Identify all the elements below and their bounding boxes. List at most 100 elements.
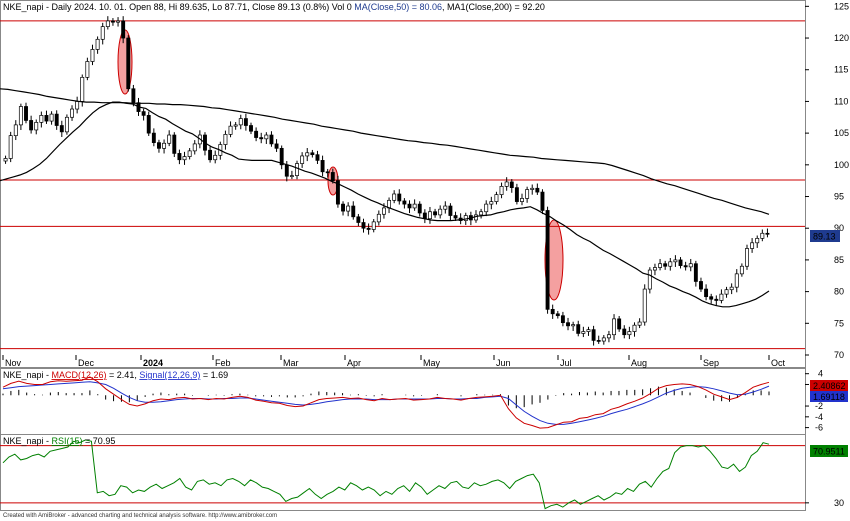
candle-body [75, 101, 80, 110]
candle-body [525, 189, 530, 199]
candle-body [448, 205, 453, 216]
candle-body [213, 154, 218, 161]
candle-body [438, 208, 443, 216]
candle-body [187, 150, 192, 157]
candle-body [612, 318, 616, 336]
candle-body [34, 121, 39, 131]
moving-averages [0, 88, 770, 308]
candle-body [586, 329, 591, 332]
svg-text:2.40862: 2.40862 [813, 381, 846, 391]
candle-body [443, 205, 448, 210]
candle-body [264, 134, 269, 140]
candle-body [110, 20, 115, 23]
candle-body [652, 267, 657, 271]
rsi-line [2, 439, 770, 510]
candle-body [305, 152, 310, 157]
candle-body [325, 171, 330, 174]
candle-body [571, 324, 576, 327]
candle-body [514, 187, 519, 202]
candle-body [192, 143, 197, 152]
price-panel-frame [0, 0, 806, 368]
candle-body [269, 134, 274, 145]
candle-body [397, 193, 402, 202]
candle-body [535, 187, 540, 193]
candle-body [683, 265, 688, 268]
candle-body [254, 130, 259, 138]
candle-body [90, 49, 95, 62]
candle-body [116, 20, 120, 23]
candle-body [233, 124, 238, 127]
candle-body [259, 137, 264, 140]
candle-body [663, 263, 668, 267]
candle-body [18, 106, 23, 126]
macd-y-tick-label: -4 [815, 412, 823, 422]
rsi-panel-frame [0, 434, 806, 511]
candle-body [356, 216, 361, 223]
candle-body [668, 261, 673, 267]
candle-body [402, 200, 407, 205]
price-y-tick-label: 95 [834, 192, 844, 202]
macd-panel: 42-2-4-6 [2, 369, 823, 433]
price-y-tick-label: 100 [834, 160, 849, 170]
candle-body [494, 194, 499, 202]
candle-body [320, 160, 325, 173]
candle-body [550, 309, 555, 315]
candle-body [146, 115, 151, 134]
candle-body [381, 207, 386, 215]
candle-body [422, 212, 427, 220]
candle-body [392, 193, 397, 201]
candle-body [729, 286, 734, 291]
price-y-tick-label: 75 [834, 318, 844, 328]
x-tick-label: 2024 [143, 358, 163, 368]
candle-body [330, 172, 335, 182]
candle-body [274, 143, 279, 149]
candle-body [504, 181, 509, 187]
candle-body [126, 37, 131, 90]
candle-body [3, 158, 8, 162]
candle-body [371, 221, 376, 230]
rsi-y-tick-label: 30 [834, 498, 844, 508]
candle-body [284, 164, 289, 177]
candle-body [734, 273, 739, 288]
candle-body [310, 152, 315, 156]
candle-body [750, 242, 755, 249]
candle-body [555, 313, 560, 317]
candle-body [601, 337, 606, 342]
candle-body [238, 118, 243, 126]
candle-body [658, 263, 663, 268]
candle-body [44, 115, 49, 122]
candle-body [581, 331, 586, 334]
candle-body [596, 340, 601, 342]
last-price-label: 89.13 [810, 230, 840, 242]
candle-body [760, 232, 765, 239]
candle-body [121, 20, 126, 39]
rsi-panel: 30 [0, 439, 844, 510]
candle-body [8, 135, 13, 159]
candle-body [24, 106, 28, 121]
x-tick-label: Dec [78, 358, 95, 368]
candle-body [208, 149, 213, 161]
candle-body [177, 153, 182, 161]
candle-body [366, 227, 371, 230]
x-tick-label: Nov [5, 358, 22, 368]
candle-body [243, 118, 248, 126]
candle-body [361, 222, 366, 229]
candle-body [627, 331, 632, 336]
candle-body [59, 125, 64, 133]
svg-text:70.9511: 70.9511 [813, 447, 845, 457]
candle-body [295, 163, 299, 176]
candle-body [182, 156, 187, 161]
candle-body [228, 125, 233, 135]
candle-body [673, 259, 678, 263]
candle-body [606, 334, 611, 339]
candle-body [346, 205, 351, 212]
candle-body [141, 111, 146, 116]
candle-body [289, 175, 294, 177]
x-tick-label: Apr [347, 358, 361, 368]
price-y-tick-label: 85 [834, 255, 844, 265]
candle-body [714, 298, 719, 301]
candle-body [70, 108, 74, 118]
candle-body [29, 120, 34, 131]
macd-y-tick-label: -2 [815, 401, 823, 411]
candle-body [617, 318, 622, 330]
